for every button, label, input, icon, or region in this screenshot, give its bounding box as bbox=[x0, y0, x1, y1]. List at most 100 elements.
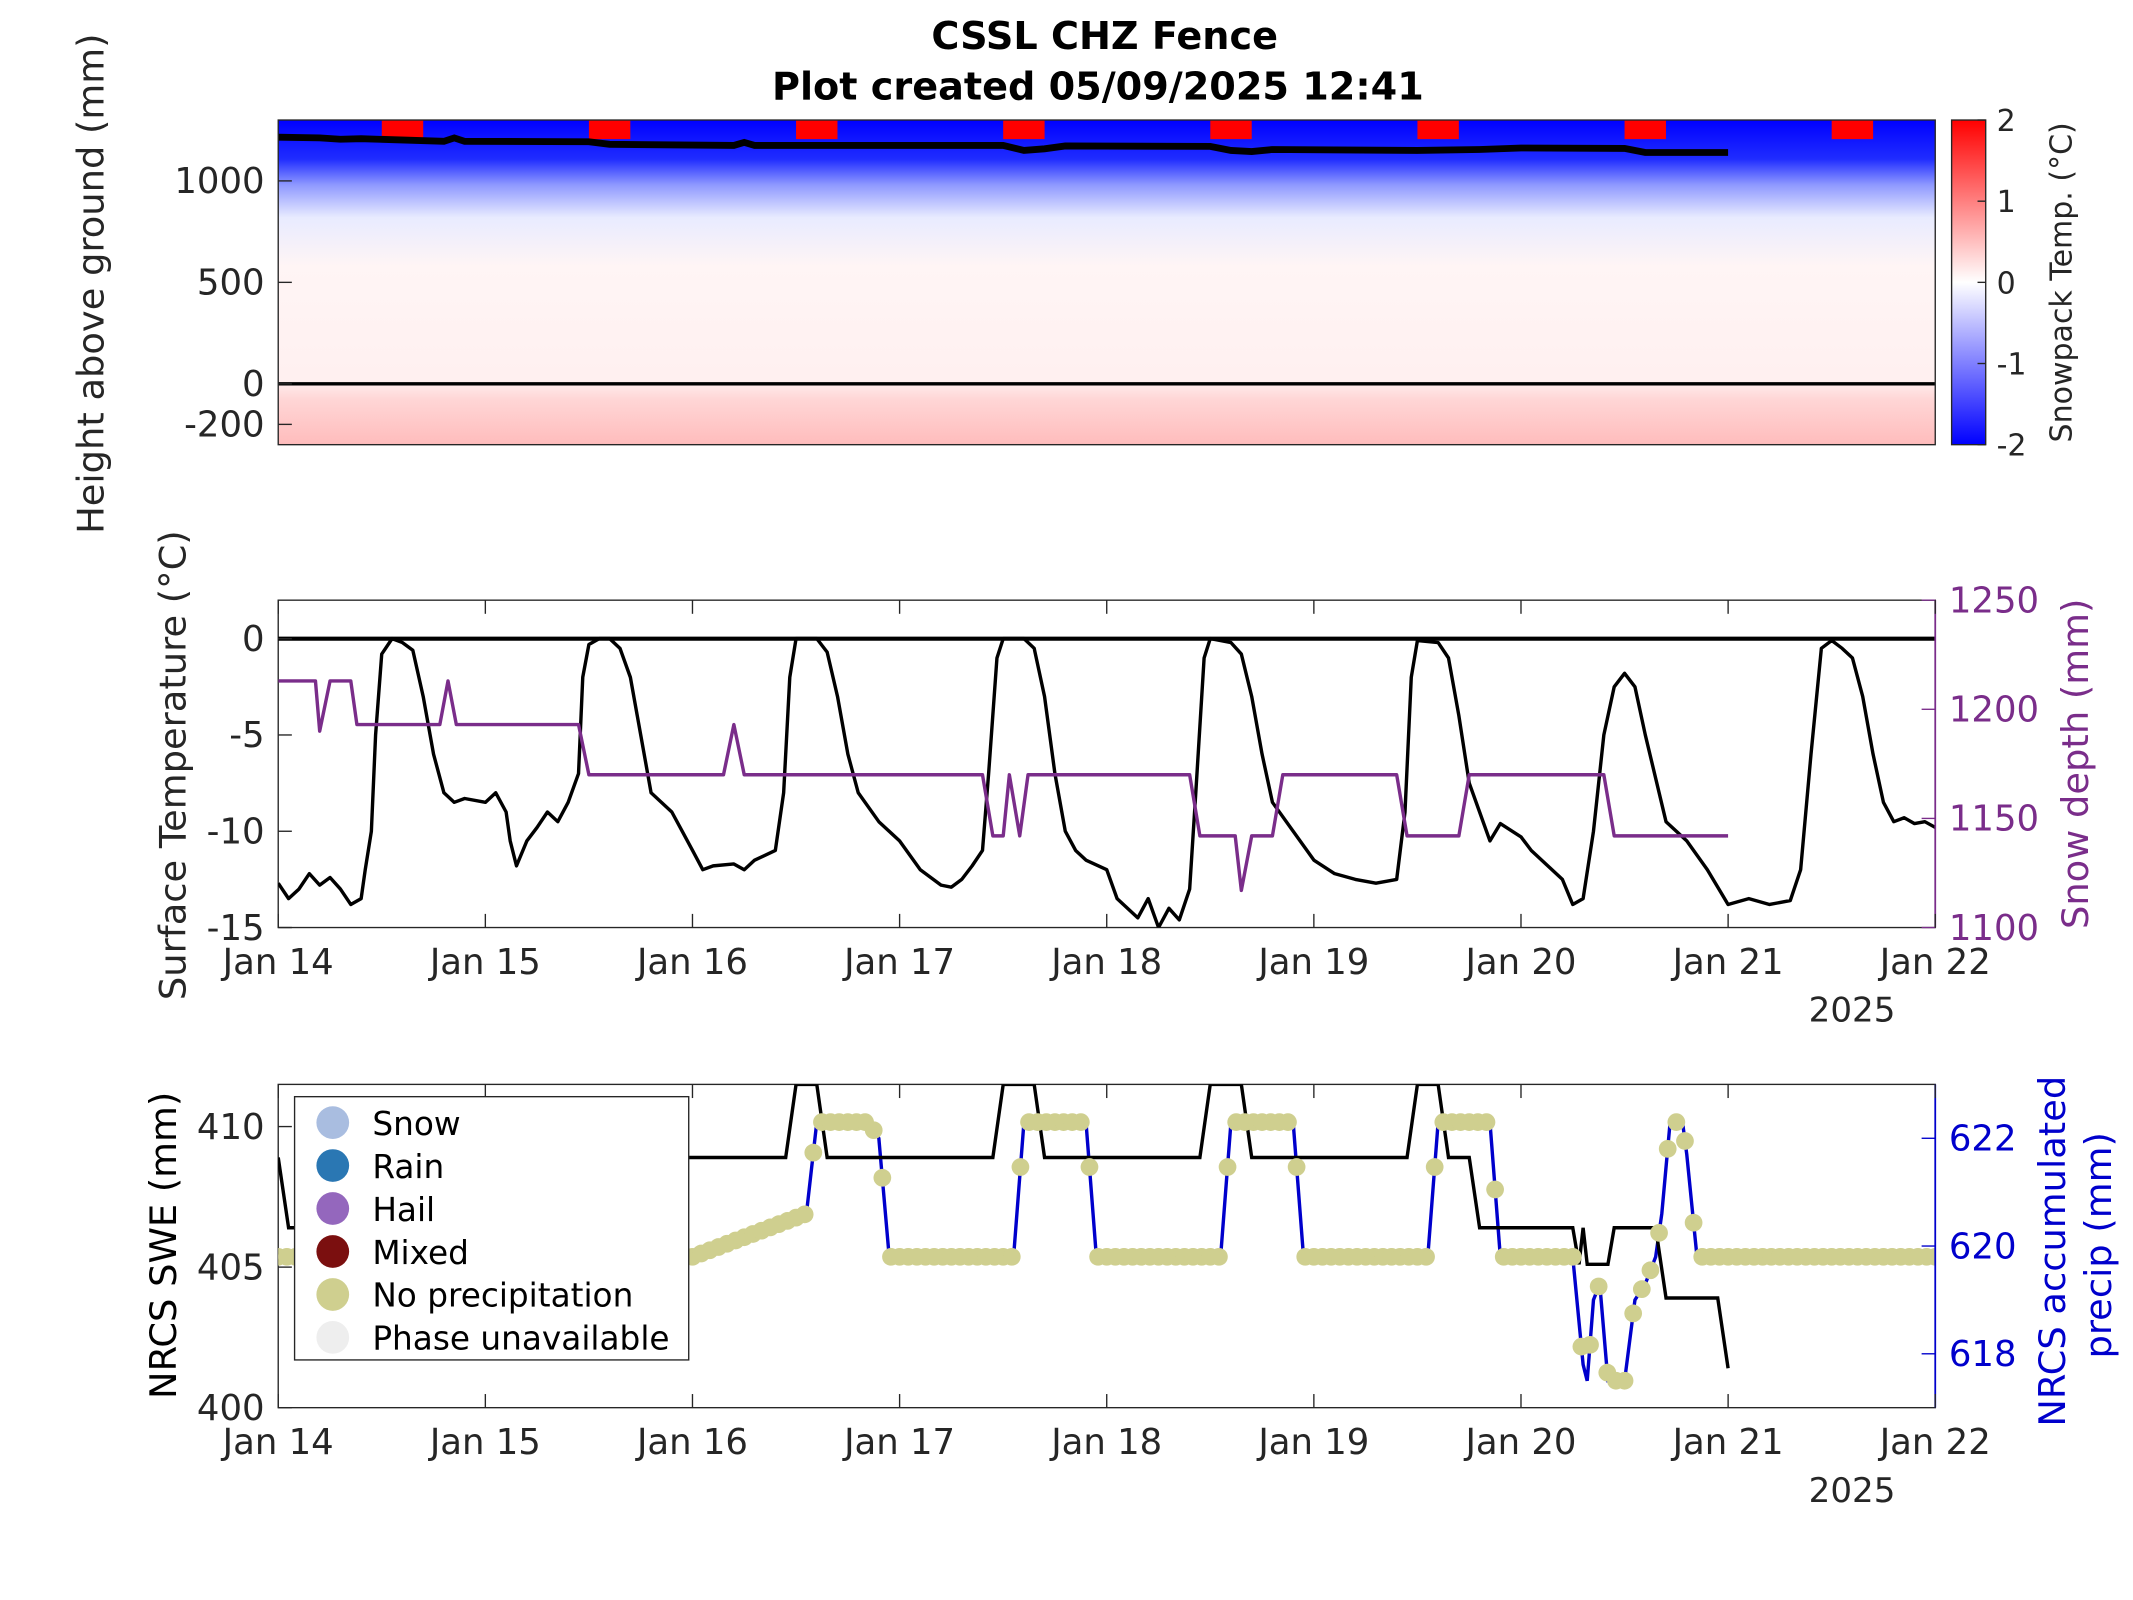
no-precip-dot bbox=[1011, 1158, 1030, 1176]
swe-ytick-label: 410 bbox=[197, 1107, 265, 1148]
precip-ytick-label: 622 bbox=[1949, 1119, 2017, 1160]
no-precip-dot bbox=[1080, 1158, 1099, 1176]
legend-label: Hail bbox=[372, 1191, 435, 1229]
colorbar-tick-label: 1 bbox=[1997, 185, 2016, 220]
xtick-label: Jan 19 bbox=[1256, 942, 1369, 983]
legend-marker bbox=[316, 1106, 350, 1139]
no-precip-dot bbox=[1581, 1335, 1599, 1354]
no-precip-dot bbox=[873, 1168, 892, 1187]
heatmap-background bbox=[278, 120, 1936, 445]
colorbar-tick-label: 2 bbox=[1997, 104, 2016, 139]
legend-box bbox=[293, 1095, 690, 1361]
swe-line bbox=[278, 1084, 1730, 1369]
warm-band-5 bbox=[1417, 120, 1459, 140]
heatmap-ytick-label: 500 bbox=[197, 263, 265, 304]
xtick-label: Jan 20 bbox=[1463, 942, 1576, 983]
precip-ylabel-line1: NRCS accumulated bbox=[2031, 1076, 2074, 1427]
xtick-label: Jan 17 bbox=[842, 1422, 955, 1463]
precip-ylabel: NRCS accumulated precip (mm) bbox=[2031, 1064, 2120, 1427]
xtick-label: Jan 22 bbox=[1878, 942, 1991, 983]
panel2-frame bbox=[277, 599, 1936, 929]
xtick-label: Jan 16 bbox=[635, 1422, 748, 1463]
swe-ytick-label: 405 bbox=[197, 1247, 265, 1288]
depth-ytick-label: 1100 bbox=[1949, 908, 2039, 949]
heatmap-ytick-label: -200 bbox=[184, 405, 264, 446]
heatmap-frame bbox=[277, 119, 1936, 446]
xtick-label: Jan 16 bbox=[635, 942, 748, 983]
colorbar-label: Snowpack Temp. (°C) bbox=[2045, 122, 2080, 442]
surface-temp-line bbox=[278, 636, 1936, 928]
no-precip-dot bbox=[1218, 1158, 1237, 1176]
xtick-label: Jan 18 bbox=[1049, 1422, 1162, 1463]
no-precip-dot bbox=[1650, 1223, 1668, 1242]
no-precip-dot bbox=[1287, 1158, 1306, 1176]
snowpack-temp-panel: 1000 500 0 -200 Height above ground (mm) 2 1… bbox=[70, 34, 2080, 534]
snow-depth-ylabel: Snow depth (mm) bbox=[2054, 599, 2097, 929]
no-precip-dot bbox=[1071, 1113, 1090, 1131]
no-precip-dot bbox=[1486, 1180, 1504, 1199]
no-precip-dot bbox=[1676, 1132, 1694, 1150]
no-precip-dot bbox=[1425, 1158, 1444, 1176]
temp-ytick-label: -15 bbox=[207, 908, 265, 949]
chart-subtitle: Plot created 05/09/2025 12:41 bbox=[772, 66, 1424, 110]
swe-ytick-label: 400 bbox=[197, 1388, 265, 1429]
xtick-label: Jan 14 bbox=[221, 942, 334, 983]
no-precip-dot bbox=[1002, 1247, 1021, 1266]
legend-label: Mixed bbox=[372, 1234, 469, 1272]
xtick-label: Jan 20 bbox=[1463, 1422, 1576, 1463]
legend-marker bbox=[316, 1321, 350, 1354]
colorbar-tick-label: -2 bbox=[1997, 429, 2027, 464]
warm-band-1 bbox=[588, 120, 631, 140]
xtick-label: Jan 15 bbox=[428, 942, 541, 983]
depth-ytick-label: 1250 bbox=[1949, 580, 2039, 621]
no-precip-dot bbox=[1615, 1371, 1634, 1390]
no-precip-dot bbox=[1658, 1139, 1677, 1158]
no-precip-dot bbox=[1926, 1247, 1936, 1266]
swe-ylabel: NRCS SWE (mm) bbox=[142, 1092, 185, 1399]
temp-ytick-label: -5 bbox=[229, 715, 264, 756]
no-precip-dot bbox=[1589, 1277, 1608, 1296]
legend-marker bbox=[316, 1192, 350, 1225]
xtick-label: Jan 22 bbox=[1878, 1422, 1991, 1463]
warm-band-2 bbox=[796, 120, 838, 140]
heatmap-ylabel: Height above ground (mm) bbox=[70, 34, 113, 534]
snow-surface-line bbox=[278, 133, 1729, 156]
no-precip-dot bbox=[864, 1121, 883, 1140]
legend-marker bbox=[316, 1149, 350, 1182]
xtick-label: Jan 15 bbox=[428, 1422, 541, 1463]
no-precip-dot bbox=[1641, 1261, 1660, 1280]
no-precip-dot bbox=[1417, 1247, 1435, 1266]
depth-ytick-label: 1150 bbox=[1949, 799, 2039, 840]
no-precip-dot bbox=[1563, 1247, 1582, 1266]
surface-temp-ylabel: Surface Temperature (°C) bbox=[151, 530, 194, 1000]
legend-label: Rain bbox=[372, 1148, 444, 1186]
snow-depth-line bbox=[278, 679, 1729, 893]
no-precip-dot bbox=[1279, 1113, 1297, 1131]
depth-ytick-label: 1200 bbox=[1949, 690, 2039, 731]
precip-ylabel-line2: precip (mm) bbox=[2077, 1132, 2120, 1358]
legend-marker bbox=[316, 1278, 350, 1311]
temp-ytick-label: -10 bbox=[207, 812, 265, 853]
xtick-label: Jan 21 bbox=[1671, 942, 1784, 983]
heatmap-ytick-label: 1000 bbox=[174, 161, 264, 202]
xtick-label: Jan 19 bbox=[1256, 1422, 1369, 1463]
surface-temp-panel: 0 -5 -10 -15 1250 1200 1150 1100 Jan 14 Jan 15 Jan… bbox=[151, 530, 2097, 1030]
xtick-label: Jan 21 bbox=[1671, 1422, 1784, 1463]
panel3-year-label: 2025 bbox=[1809, 1471, 1896, 1511]
legend: Snow Rain Hail Mixed No precipitation Phase u… bbox=[293, 1095, 690, 1361]
colorbar-tick-label: 0 bbox=[1997, 266, 2016, 301]
legend-label: Snow bbox=[372, 1105, 460, 1143]
precip-ytick-label: 618 bbox=[1949, 1334, 2017, 1375]
no-precip-dot bbox=[1632, 1280, 1651, 1299]
temp-ytick-label: 0 bbox=[242, 619, 265, 660]
warm-band-7 bbox=[1831, 120, 1874, 140]
no-precip-dot bbox=[1684, 1213, 1703, 1232]
no-precip-dot bbox=[795, 1205, 814, 1224]
no-precip-dot bbox=[804, 1143, 823, 1162]
legend-label: Phase unavailable bbox=[372, 1320, 669, 1358]
colorbar-tick-label: -1 bbox=[1997, 347, 2027, 382]
no-precip-dot bbox=[1210, 1247, 1228, 1266]
no-precip-dot bbox=[1667, 1113, 1686, 1131]
no-precip-dot bbox=[1624, 1304, 1643, 1323]
